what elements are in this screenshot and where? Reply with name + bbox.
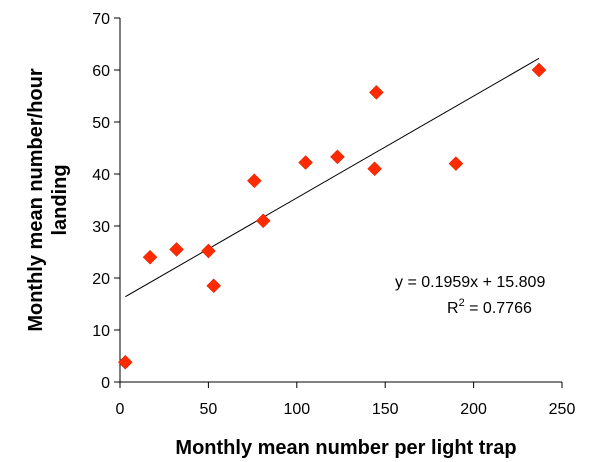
equation-annotation: y = 0.1959x + 15.809	[395, 274, 545, 291]
x-tick-label: 0	[116, 401, 125, 418]
r-squared-superscript: 2	[459, 297, 465, 309]
trendline	[125, 57, 540, 298]
data-point	[330, 149, 345, 165]
y-tick-label: 70	[92, 11, 110, 28]
trendline-group	[125, 57, 540, 298]
y-tick-label: 40	[92, 167, 110, 184]
data-point	[206, 278, 222, 294]
data-points	[117, 62, 547, 370]
data-point	[201, 243, 216, 259]
y-tick-label: 20	[92, 271, 110, 288]
y-tick-label: 50	[92, 115, 110, 132]
axes	[119, 18, 562, 383]
x-tick-label: 150	[372, 401, 399, 418]
data-point	[298, 155, 313, 170]
y-tick-label: 60	[92, 63, 110, 80]
y-axis-title-line-1: Monthly mean number/hour	[25, 68, 47, 332]
data-point	[169, 242, 184, 257]
y-axis-title-line-2: landing	[49, 164, 71, 235]
r-squared-prefix: R	[447, 300, 459, 317]
data-point	[247, 173, 262, 189]
r-squared-value: = 0.7766	[465, 300, 532, 317]
data-point	[531, 62, 547, 78]
data-point	[369, 85, 384, 100]
x-tick-label: 250	[549, 401, 576, 418]
r-squared-annotation: R2 = 0.7766	[447, 297, 532, 317]
y-tick-label: 0	[101, 375, 110, 392]
x-tick-label: 100	[283, 401, 310, 418]
data-point	[448, 156, 464, 171]
data-point	[142, 249, 158, 265]
data-point	[117, 354, 133, 370]
x-axis-title: Monthly mean number per light trap	[175, 437, 516, 459]
y-tick-label: 10	[92, 323, 110, 340]
x-tick-label: 200	[460, 401, 487, 418]
data-point	[255, 213, 271, 229]
ticks: 0 10 20 30 40 50 60 70 0 50 100 150 200 250	[92, 11, 575, 418]
y-tick-label: 30	[92, 219, 110, 236]
x-tick-label: 50	[200, 401, 218, 418]
data-point	[367, 161, 382, 177]
